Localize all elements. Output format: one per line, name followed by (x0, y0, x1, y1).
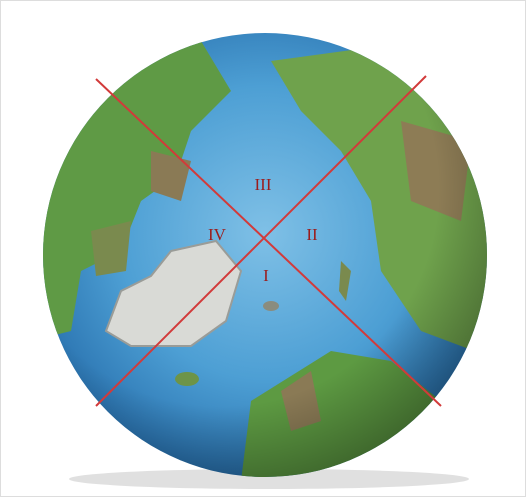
quadrant-label: I (263, 266, 269, 285)
globe-shadow (69, 469, 469, 489)
quadrant-label: II (306, 225, 318, 244)
quadrant-label: III (255, 175, 272, 194)
globe-shade (43, 33, 487, 477)
divider-line (95, 78, 442, 407)
quadrant-label: IV (208, 225, 227, 244)
divider-line (95, 75, 427, 407)
